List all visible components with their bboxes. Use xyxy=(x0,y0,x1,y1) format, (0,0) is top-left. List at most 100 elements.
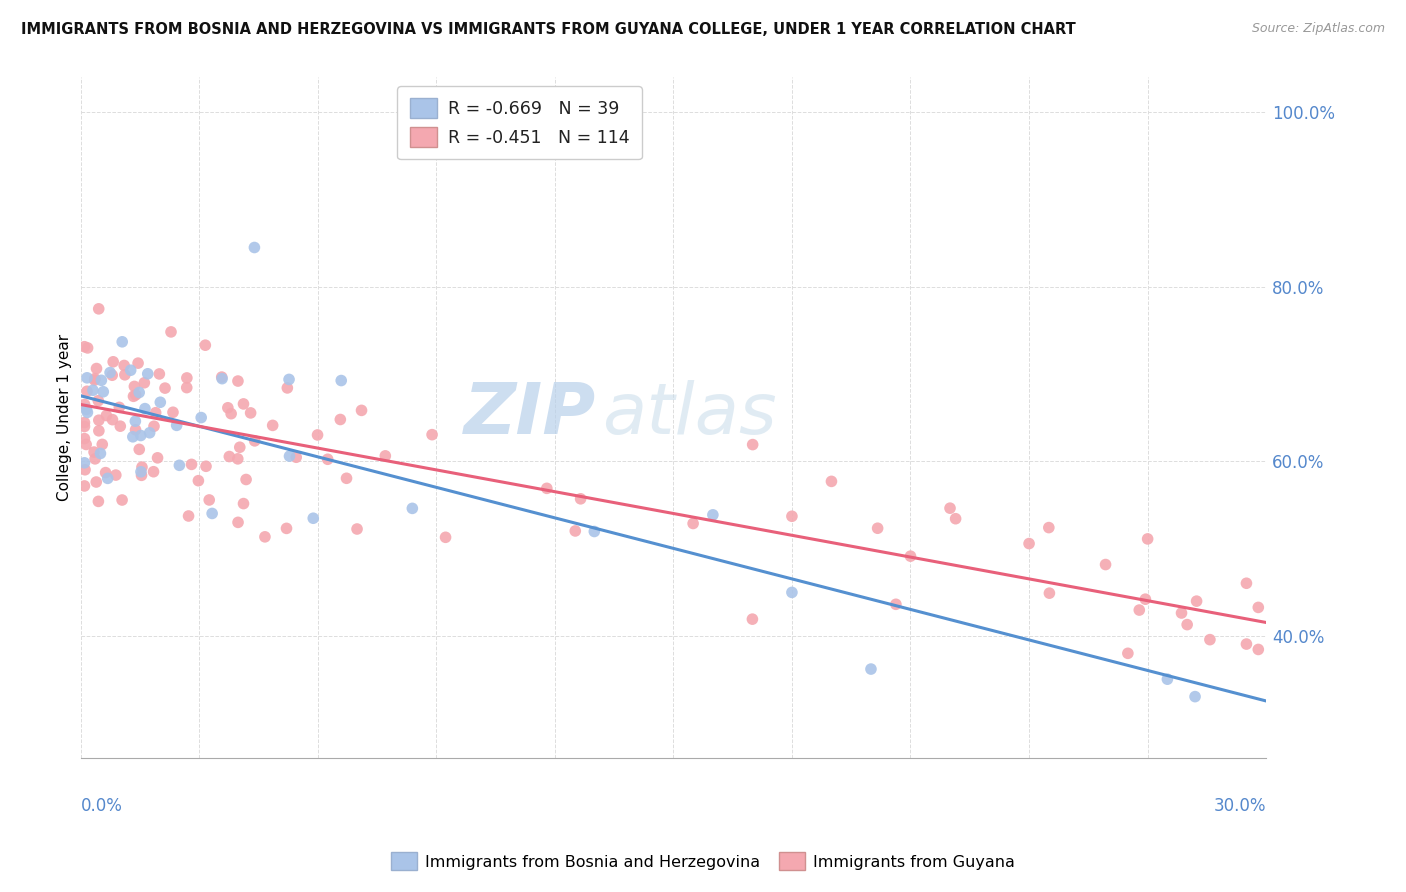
Point xyxy=(1156,672,1178,686)
Point xyxy=(73,479,96,493)
Point xyxy=(226,374,249,388)
Point xyxy=(1236,576,1258,591)
Point xyxy=(86,361,108,376)
Point xyxy=(350,403,373,417)
Point xyxy=(120,363,142,377)
Point xyxy=(226,451,249,466)
Point xyxy=(73,340,96,354)
Point xyxy=(253,530,276,544)
Point xyxy=(124,379,146,393)
Point xyxy=(741,437,763,451)
Point xyxy=(859,662,882,676)
Point xyxy=(91,384,114,399)
Point xyxy=(232,397,254,411)
Point xyxy=(1170,606,1192,620)
Point xyxy=(101,412,124,426)
Point xyxy=(176,381,198,395)
Point xyxy=(111,493,134,508)
Point xyxy=(131,460,153,475)
Point xyxy=(1094,558,1116,572)
Point xyxy=(114,368,136,382)
Point xyxy=(434,530,457,544)
Text: ZIP: ZIP xyxy=(464,380,596,449)
Point xyxy=(285,450,308,465)
Point xyxy=(820,475,842,489)
Point xyxy=(121,430,143,444)
Point xyxy=(129,428,152,442)
Point xyxy=(401,501,423,516)
Point xyxy=(87,424,110,438)
Point xyxy=(82,384,104,398)
Point xyxy=(194,338,217,352)
Point xyxy=(211,370,233,384)
Point xyxy=(218,450,240,464)
Point xyxy=(226,516,249,530)
Point xyxy=(124,423,146,437)
Point xyxy=(75,437,97,451)
Point xyxy=(198,492,221,507)
Point xyxy=(162,405,184,419)
Point xyxy=(73,432,96,446)
Point xyxy=(84,475,107,489)
Point xyxy=(195,459,218,474)
Point xyxy=(101,368,124,383)
Text: 0.0%: 0.0% xyxy=(80,797,122,814)
Point xyxy=(780,509,803,524)
Point xyxy=(110,419,132,434)
Point xyxy=(76,405,98,419)
Point xyxy=(346,522,368,536)
Point xyxy=(900,549,922,563)
Point xyxy=(1038,520,1060,534)
Point xyxy=(702,508,724,522)
Point xyxy=(134,376,156,390)
Point xyxy=(89,446,111,460)
Point xyxy=(142,465,165,479)
Text: atlas: atlas xyxy=(602,380,778,449)
Point xyxy=(83,445,105,459)
Point xyxy=(76,341,98,355)
Point xyxy=(262,418,284,433)
Point xyxy=(104,468,127,483)
Point xyxy=(1136,532,1159,546)
Point xyxy=(176,371,198,385)
Point xyxy=(73,416,96,430)
Point xyxy=(127,356,149,370)
Point xyxy=(111,334,134,349)
Point xyxy=(169,458,191,473)
Point xyxy=(73,398,96,412)
Point xyxy=(128,442,150,457)
Point xyxy=(1184,690,1206,704)
Point xyxy=(243,240,266,254)
Point xyxy=(316,452,339,467)
Point xyxy=(153,381,176,395)
Point xyxy=(75,402,97,417)
Point xyxy=(160,325,183,339)
Point xyxy=(166,418,188,433)
Point xyxy=(83,373,105,387)
Text: 30.0%: 30.0% xyxy=(1213,797,1267,814)
Point xyxy=(87,393,110,408)
Point xyxy=(330,374,353,388)
Point xyxy=(134,401,156,416)
Point xyxy=(138,425,160,440)
Point xyxy=(1175,617,1198,632)
Point xyxy=(1128,603,1150,617)
Point xyxy=(76,384,98,399)
Point xyxy=(201,507,224,521)
Point xyxy=(146,450,169,465)
Point xyxy=(190,410,212,425)
Point xyxy=(741,612,763,626)
Point xyxy=(136,367,159,381)
Point xyxy=(229,440,252,454)
Point xyxy=(1247,642,1270,657)
Point xyxy=(219,407,242,421)
Point xyxy=(1116,646,1139,660)
Point xyxy=(569,491,592,506)
Point xyxy=(583,524,606,539)
Point xyxy=(302,511,325,525)
Point xyxy=(91,437,114,451)
Point xyxy=(145,406,167,420)
Point xyxy=(149,395,172,409)
Text: Source: ZipAtlas.com: Source: ZipAtlas.com xyxy=(1251,22,1385,36)
Point xyxy=(87,494,110,508)
